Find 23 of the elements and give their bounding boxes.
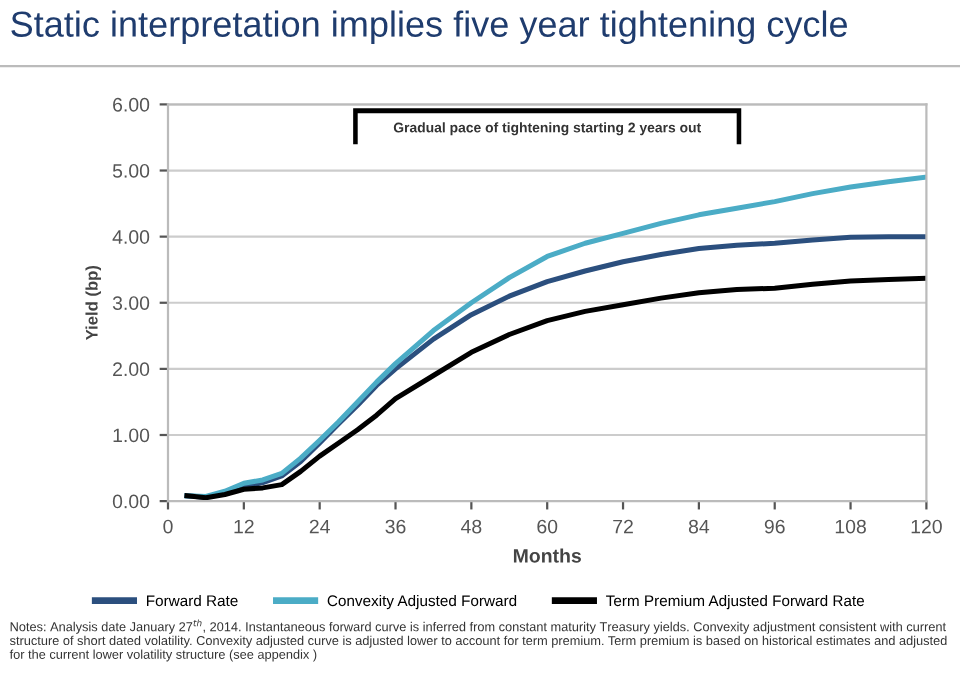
x-tick-label: 0 bbox=[163, 519, 173, 534]
x-tick-label: 60 bbox=[537, 519, 558, 534]
x-tick-label: 96 bbox=[764, 519, 785, 534]
line-series bbox=[184, 275, 927, 501]
chart-title: Static interpretation implies five year tightening cycle bbox=[11, 10, 847, 45]
x-tick-label: 36 bbox=[385, 519, 406, 534]
y-tick-label: 3.00 bbox=[112, 296, 150, 310]
y-axis-title: Yield (bp) bbox=[85, 265, 101, 341]
x-tick-label: 72 bbox=[613, 519, 633, 534]
y-tick-label: 4.00 bbox=[112, 230, 150, 244]
y-tick-label: 6.00 bbox=[113, 97, 150, 112]
x-tick-label: 108 bbox=[835, 519, 866, 534]
x-tick-label: 84 bbox=[688, 519, 710, 534]
x-tick-label: 120 bbox=[911, 519, 942, 534]
x-tick-label: 24 bbox=[309, 519, 330, 534]
line-series bbox=[184, 174, 927, 499]
x-tick-label: 48 bbox=[460, 519, 482, 534]
x-tick-label: 12 bbox=[234, 519, 254, 534]
y-tick-label: 5.00 bbox=[112, 163, 150, 178]
y-tick-label: 2.00 bbox=[113, 362, 150, 377]
y-tick-label: 0.00 bbox=[112, 494, 150, 509]
y-tick-label: 1.00 bbox=[113, 428, 150, 443]
x-axis-title: Months bbox=[513, 548, 581, 563]
